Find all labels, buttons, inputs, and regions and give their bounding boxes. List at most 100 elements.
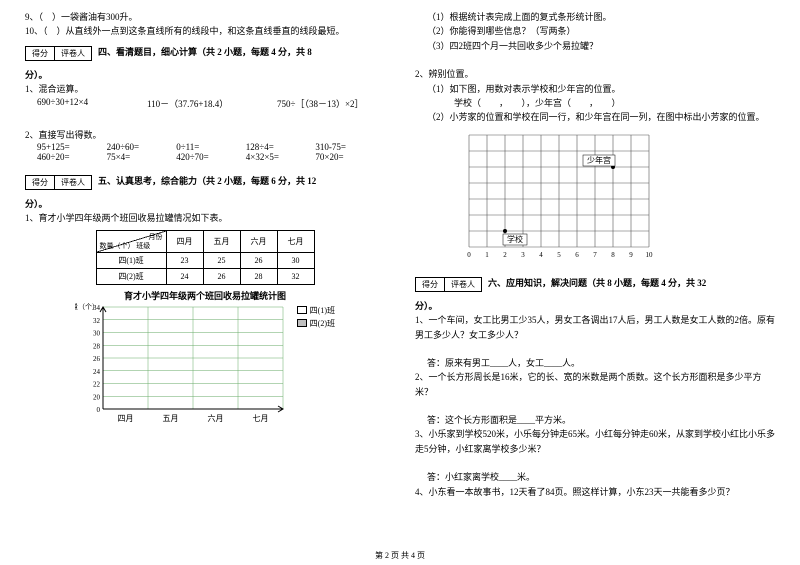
svg-text:七月: 七月 [253, 414, 269, 423]
svg-text:五月: 五月 [163, 414, 179, 423]
diag-left: 数量（个） 班级 [100, 241, 151, 251]
section-6-suffix: 分）。 [415, 301, 438, 311]
chart-title: 育才小学四年级两个班回收易拉罐统计图 [25, 289, 385, 302]
question-6-2: 2、一个长方形周长是16米，它的长、宽的米数是两个质数。这个长方形面积是多少平方… [415, 370, 775, 399]
score-box: 得分 评卷人 [25, 175, 92, 190]
score-label: 得分 [416, 278, 445, 291]
cell: 23 [166, 252, 203, 268]
mix-c: 750÷［（38－13）×2］ [277, 97, 364, 110]
direct-item: 128÷4= [246, 142, 316, 152]
direct-item: 75×4= [107, 152, 177, 162]
svg-text:四月: 四月 [118, 414, 134, 423]
svg-text:10: 10 [646, 251, 654, 259]
chart-legend: 四(1)班 四(2)班 [297, 305, 335, 331]
legend-label: 四(1)班 [310, 305, 335, 316]
svg-text:6: 6 [575, 251, 579, 259]
question-6-4: 4、小东看一本故事书，12天看了84页。照这样计算，小东23天一共能看多少页？ [415, 485, 775, 499]
svg-text:4: 4 [539, 251, 543, 259]
score-label: 得分 [26, 47, 55, 60]
score-label: 得分 [26, 176, 55, 189]
svg-text:24: 24 [93, 367, 101, 375]
cell: 26 [203, 268, 240, 284]
answer-6-2: 答：这个长方形面积是____平方米。 [415, 413, 775, 427]
svg-text:学校: 学校 [507, 234, 523, 244]
sub-q1a: （1）根据统计表完成上面的复式条形统计图。 [415, 10, 775, 24]
svg-text:30: 30 [93, 329, 101, 337]
legend-swatch [297, 319, 307, 327]
row-label: 四(1)班 [96, 252, 166, 268]
svg-text:22: 22 [93, 380, 101, 388]
table-row: 四(1)班 23 25 26 30 [96, 252, 314, 268]
grader-label: 评卷人 [55, 47, 91, 60]
mixed-calc-row: 690÷30+12×4 110－（37.76+18.4） 750÷［（38－13… [25, 97, 385, 110]
svg-text:8: 8 [611, 251, 615, 259]
answer-6-1: 答：原来有男工____人，女工____人。 [415, 356, 775, 370]
svg-text:9: 9 [629, 251, 633, 259]
section-6-title: 六、应用知识，解决问题（共 8 小题，每题 4 分，共 32 [488, 278, 706, 288]
mix-b: 110－（37.76+18.4） [147, 97, 277, 110]
cell: 30 [277, 252, 314, 268]
page-footer: 第 2 页 共 4 页 [0, 550, 800, 561]
svg-text:34: 34 [93, 304, 101, 312]
cell: 32 [277, 268, 314, 284]
answer-6-3: 答：小红家离学校____米。 [415, 470, 775, 484]
problem-5-2a-blank: 学校（ ， ），少年宫（ ， ） [415, 96, 775, 110]
recycling-table: 月份 数量（个） 班级 四月 五月 六月 七月 四(1)班 23 25 26 3… [96, 230, 315, 285]
svg-text:0: 0 [467, 251, 471, 259]
sub-q1c: （3）四2班四个月一共回收多少个易拉罐？ [415, 39, 775, 53]
chart-svg: 数量（个） 02022242628303234 四月五月六月七月 [75, 303, 285, 423]
svg-text:2: 2 [503, 251, 507, 259]
score-box: 得分 评卷人 [25, 46, 92, 61]
diag-top: 月份 [149, 232, 163, 242]
direct-item: 240÷60= [107, 142, 177, 152]
question-9: 9、（ ）一袋酱油有300升。 [25, 10, 385, 24]
svg-text:六月: 六月 [208, 413, 224, 423]
question-10: 10、（ ）从直线外一点到这条直线所有的线段中，和这条直线垂直的线段最短。 [25, 24, 385, 38]
grid-svg: 0 1 2 3 4 5 6 7 8 9 10 学校 少年宫 [455, 129, 655, 263]
question-6-3: 3、小乐家到学校520米，小乐每分钟走65米。小红每分钟走60米，从家到学校小红… [415, 427, 775, 456]
problem-5-2b: （2）小芳家的位置和学校在同一行，和少年宫在同一列，在图中标出小芳家的位置。 [415, 110, 775, 124]
problem-5-1: 1、育才小学四年级两个班回收易拉罐情况如下表。 [25, 211, 385, 225]
problem-5-2: 2、辨别位置。 [415, 67, 775, 81]
grader-label: 评卷人 [55, 176, 91, 189]
direct-item: 460÷20= [37, 152, 107, 162]
cell: 25 [203, 252, 240, 268]
svg-text:26: 26 [93, 355, 101, 363]
svg-text:少年宫: 少年宫 [587, 155, 611, 165]
table-diag-header: 月份 数量（个） 班级 [96, 230, 166, 252]
sub-q1b: （2）你能得到哪些信息？（写两条） [415, 24, 775, 38]
svg-text:5: 5 [557, 251, 561, 259]
problem-5-2a: （1）如下图，用数对表示学校和少年宫的位置。 [415, 82, 775, 96]
table-month: 四月 [166, 230, 203, 252]
direct-item: 70×20= [315, 152, 385, 162]
table-month: 七月 [277, 230, 314, 252]
section-4-suffix: 分）。 [25, 70, 48, 80]
table-month: 六月 [240, 230, 277, 252]
direct-item: 310-75= [315, 142, 385, 152]
section-4-title: 四、看清题目，细心计算（共 2 小题，每题 4 分，共 8 [98, 47, 312, 57]
section-5-suffix: 分）。 [25, 199, 48, 209]
svg-text:7: 7 [593, 251, 597, 259]
legend-swatch [297, 306, 307, 314]
section-5-title: 五、认真思考，综合能力（共 2 小题，每题 6 分，共 12 [98, 176, 316, 186]
svg-text:0: 0 [97, 406, 101, 414]
problem-4-2: 2、直接写出得数。 [25, 128, 385, 142]
grader-label: 评卷人 [445, 278, 481, 291]
direct-item: 0÷11= [176, 142, 246, 152]
direct-calc-rows: 95+125=240÷60=0÷11=128÷4=310-75=460÷20=7… [25, 142, 385, 162]
bar-chart: 数量（个） 02022242628303234 四月五月六月七月 四(1)班 四… [75, 303, 335, 438]
direct-item: 4×32×5= [246, 152, 316, 162]
direct-item: 95+125= [37, 142, 107, 152]
direct-item: 420÷70= [176, 152, 246, 162]
svg-text:20: 20 [93, 393, 101, 401]
legend-label: 四(2)班 [310, 318, 335, 329]
row-label: 四(2)班 [96, 268, 166, 284]
question-6-1: 1、一个车间，女工比男工少35人，男女工各调出17人后，男工人数是女工人数的2倍… [415, 313, 775, 342]
cell: 24 [166, 268, 203, 284]
svg-text:3: 3 [521, 251, 525, 259]
cell: 28 [240, 268, 277, 284]
svg-text:32: 32 [93, 316, 101, 324]
position-grid: 0 1 2 3 4 5 6 7 8 9 10 学校 少年宫 [455, 129, 665, 269]
svg-text:1: 1 [485, 251, 489, 259]
svg-text:28: 28 [93, 342, 101, 350]
